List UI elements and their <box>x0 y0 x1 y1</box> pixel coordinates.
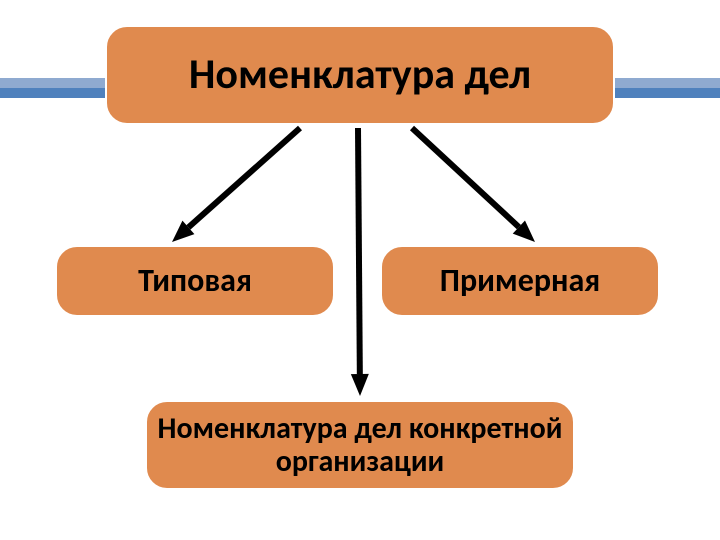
node-root: Номенклатура дел <box>105 25 615 125</box>
node-root-label: Номенклатура дел <box>189 52 531 98</box>
node-right: Примерная <box>380 245 660 317</box>
diagram-canvas: Номенклатура дел Типовая Примерная Номен… <box>0 0 720 540</box>
node-right-label: Примерная <box>440 263 600 298</box>
node-left-label: Типовая <box>138 263 252 298</box>
node-bottom: Номенклатура дел конкретной организации <box>145 400 575 490</box>
node-bottom-label: Номенклатура дел конкретной организации <box>147 412 573 478</box>
node-left: Типовая <box>55 245 335 317</box>
